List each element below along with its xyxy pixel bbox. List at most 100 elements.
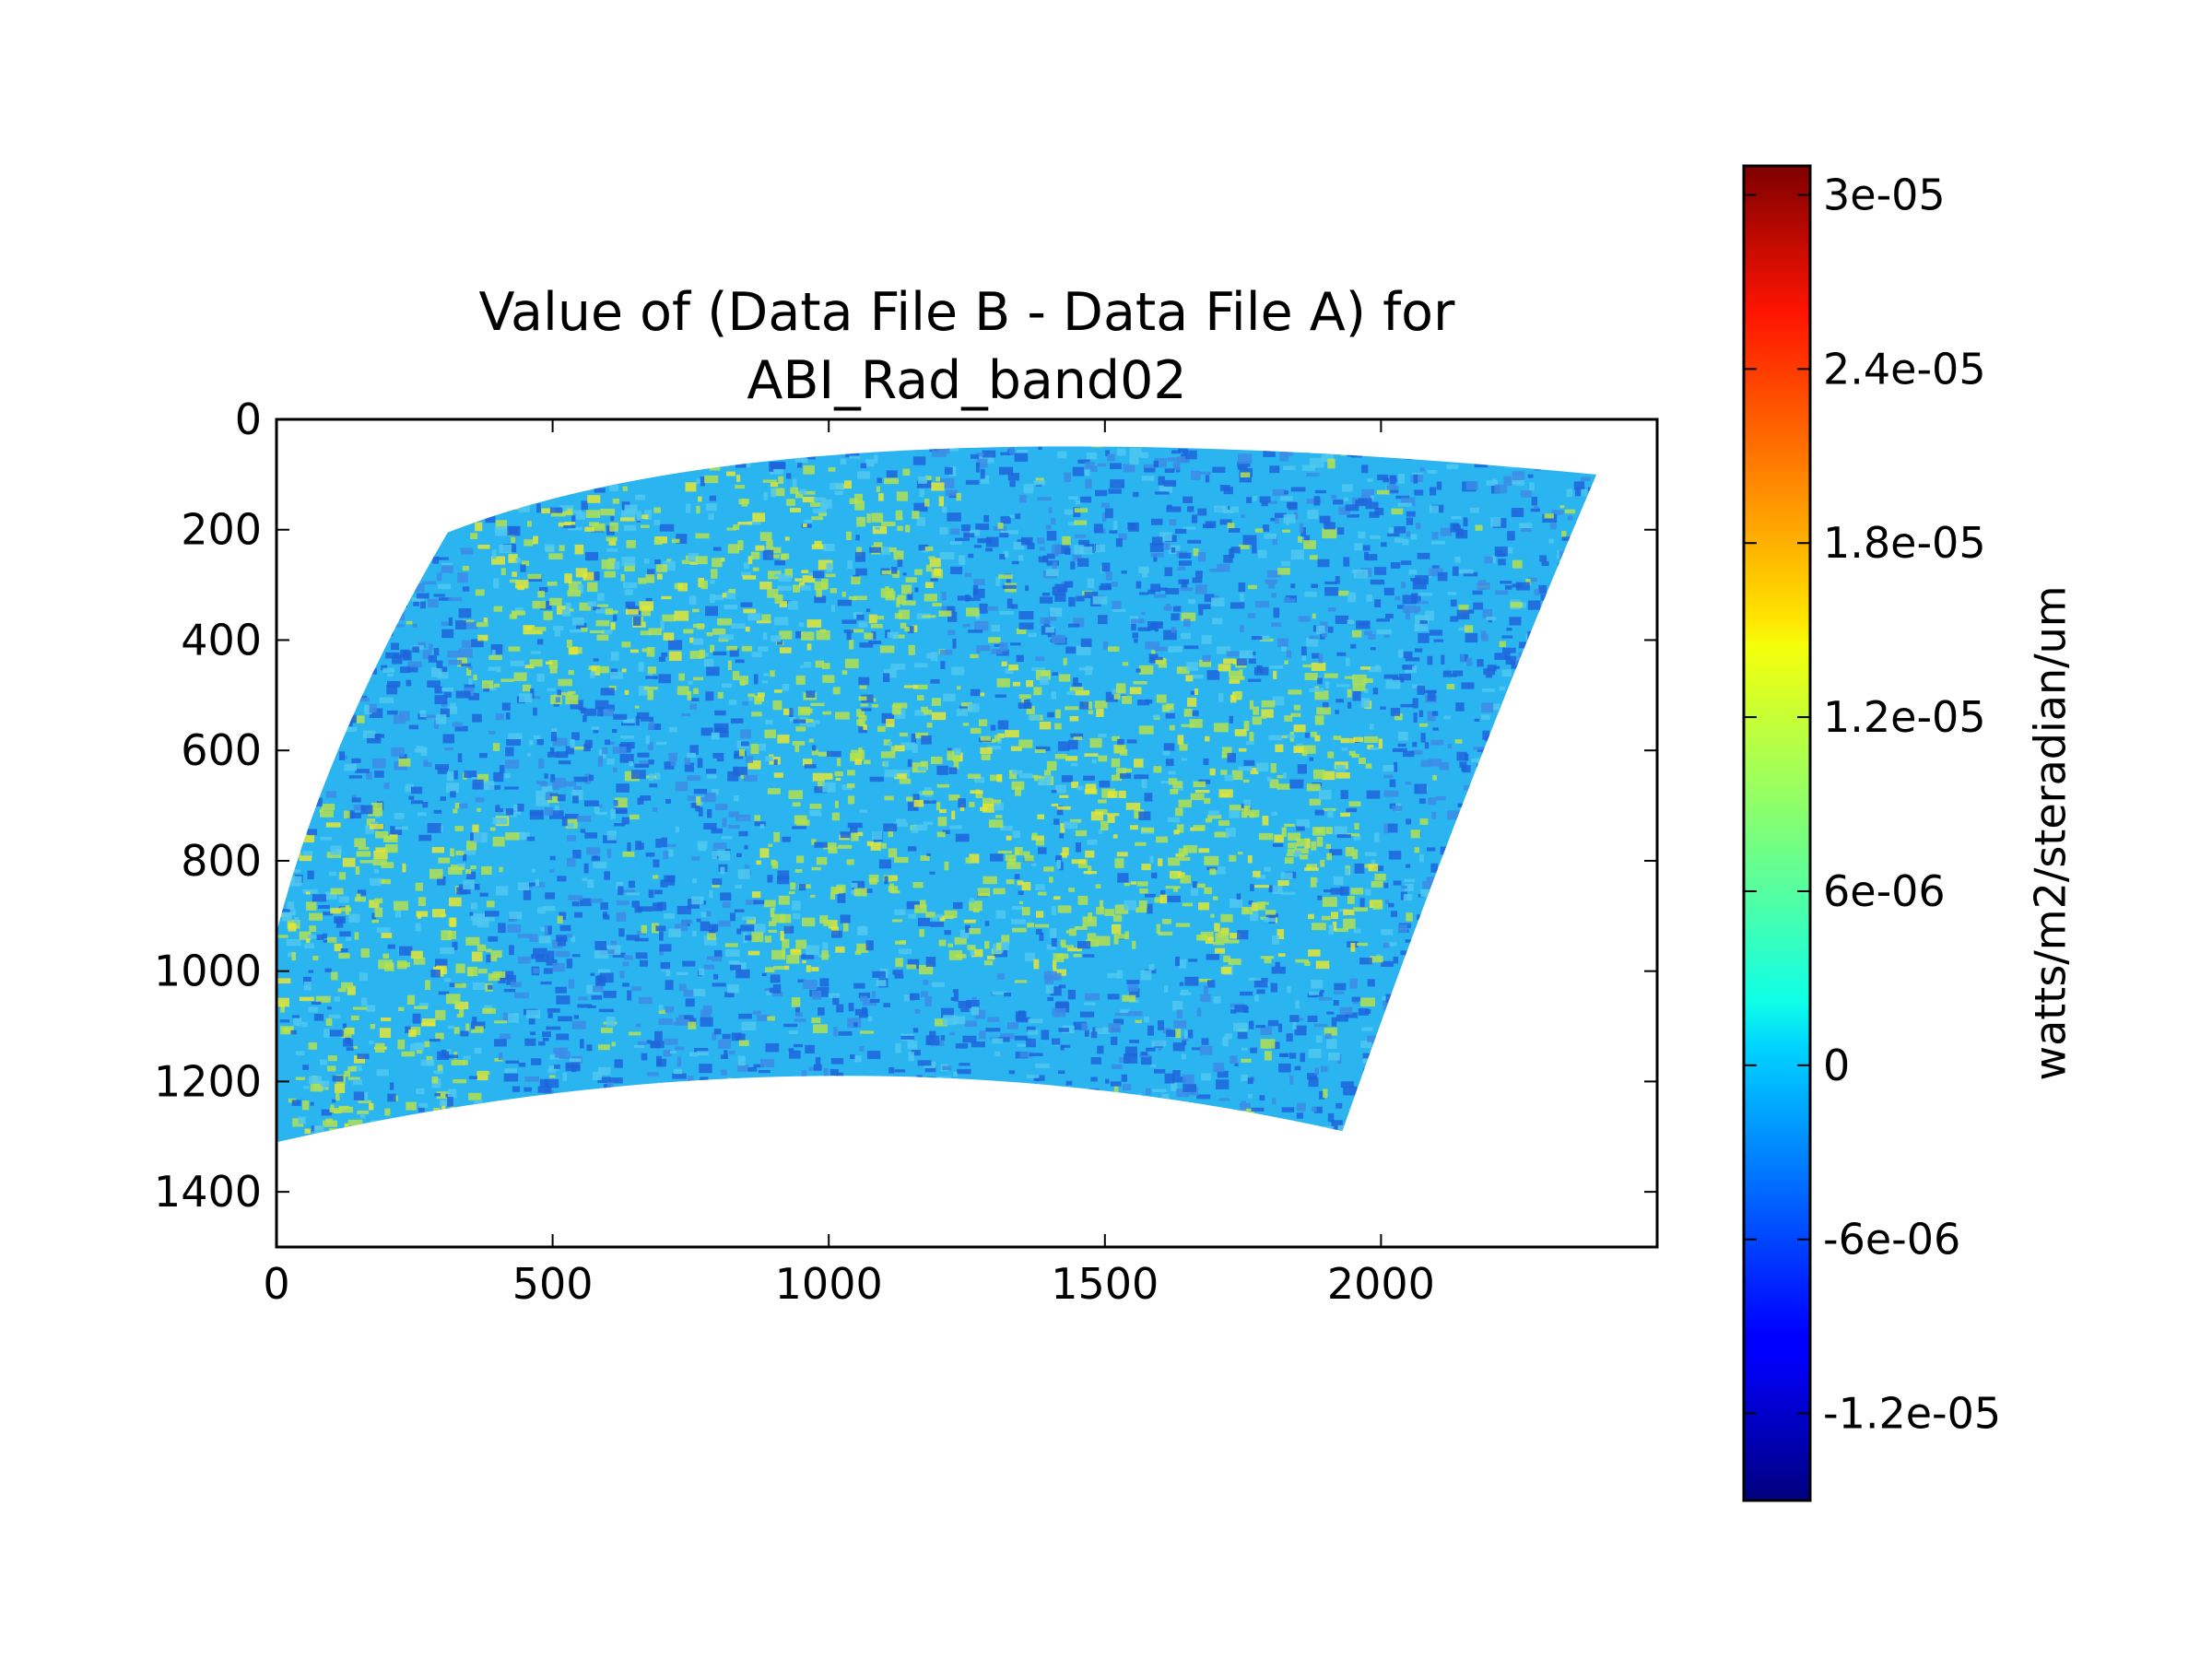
swath-pixel [622, 851, 635, 857]
swath-pixel [485, 917, 495, 922]
swath-pixel [1352, 674, 1367, 685]
swath-pixel [550, 773, 556, 783]
swath-pixel [1238, 582, 1246, 593]
swath-pixel [860, 463, 867, 469]
swath-pixel [884, 795, 894, 801]
swath-pixel [1317, 895, 1323, 900]
swath-pixel [1012, 927, 1027, 933]
swath-pixel [585, 510, 601, 518]
swath-pixel [880, 751, 896, 759]
swath-pixel [768, 843, 773, 847]
swath-pixel [618, 928, 625, 937]
swath-pixel [1270, 763, 1277, 773]
swath-pixel [1111, 758, 1121, 768]
swath-pixel [1402, 665, 1413, 670]
swath-pixel [661, 837, 667, 848]
swath-pixel [1301, 750, 1308, 757]
swath-pixel [1451, 674, 1457, 677]
swath-pixel [588, 774, 594, 782]
swath-pixel [596, 665, 609, 674]
swath-pixel [794, 578, 803, 582]
swath-pixel [997, 720, 1009, 730]
swath-pixel [985, 547, 994, 552]
swath-pixel [907, 1041, 918, 1050]
swath-pixel [454, 982, 466, 988]
swath-pixel [1093, 524, 1103, 534]
swath-pixel [344, 1123, 349, 1129]
swath-pixel [1059, 862, 1064, 871]
swath-pixel [471, 951, 483, 962]
swath-pixel [1363, 677, 1373, 683]
swath-pixel [737, 1055, 746, 1066]
swath-pixel [1343, 1086, 1358, 1096]
swath-pixel [1035, 1077, 1040, 1082]
swath-pixel [847, 560, 853, 570]
swath-pixel [559, 924, 571, 932]
swath-pixel [1053, 969, 1066, 976]
swath-pixel [1064, 509, 1074, 515]
swath-pixel [1362, 1053, 1371, 1059]
swath-pixel [1205, 475, 1210, 483]
swath-pixel [368, 1102, 374, 1111]
swath-pixel [1057, 905, 1072, 913]
swath-pixel [664, 1038, 678, 1045]
swath-pixel [337, 988, 347, 993]
swath-pixel [1475, 524, 1483, 531]
swath-pixel [794, 745, 800, 753]
swath-pixel [1143, 464, 1158, 469]
swath-pixel [1114, 1012, 1129, 1017]
swath-pixel [913, 799, 924, 807]
swath-pixel [926, 722, 933, 728]
swath-pixel [355, 769, 370, 773]
swath-pixel [335, 1091, 340, 1101]
swath-pixel [1530, 508, 1540, 512]
swath-pixel [1431, 711, 1439, 716]
swath-pixel [515, 580, 529, 589]
swath-pixel [1254, 994, 1259, 1002]
swath-pixel [1331, 912, 1338, 919]
swath-pixel [947, 512, 961, 522]
swath-pixel [931, 712, 947, 721]
swath-pixel [936, 783, 949, 788]
swath-pixel [720, 1054, 728, 1059]
swath-pixel [595, 608, 609, 614]
swath-pixel [1044, 775, 1052, 785]
swath-pixel [851, 629, 865, 633]
swath-pixel [747, 916, 756, 924]
swath-pixel [635, 715, 641, 726]
swath-pixel [607, 704, 615, 712]
swath-pixel [375, 1042, 385, 1053]
swath-pixel [668, 651, 682, 661]
swath-pixel [921, 735, 932, 745]
swath-pixel [1128, 988, 1140, 998]
swath-pixel [704, 475, 719, 484]
swath-pixel [1009, 480, 1016, 488]
swath-pixel [1159, 485, 1173, 493]
swath-pixel [667, 849, 674, 857]
swath-pixel [1165, 759, 1174, 767]
swath-pixel [1063, 657, 1067, 665]
swath-pixel [1512, 475, 1524, 486]
swath-pixel [542, 905, 556, 912]
swath-pixel [903, 685, 919, 688]
swath-pixel [697, 1051, 709, 1056]
swath-pixel [1031, 835, 1044, 841]
swath-pixel [436, 660, 443, 669]
swath-pixel [1427, 469, 1438, 474]
swath-pixel [988, 819, 1004, 829]
swath-pixel [555, 697, 560, 703]
swath-pixel [417, 593, 429, 599]
swath-pixel [533, 947, 547, 956]
swath-pixel [1095, 489, 1108, 497]
swath-pixel [1159, 532, 1172, 541]
swath-pixel [1006, 1022, 1018, 1030]
swath-pixel [1191, 886, 1199, 896]
swath-pixel [742, 916, 755, 921]
swath-pixel [1385, 899, 1390, 905]
swath-pixel [1250, 912, 1259, 922]
swath-pixel [730, 912, 735, 922]
swath-pixel [765, 967, 775, 972]
swath-pixel [859, 809, 867, 814]
swath-pixel [1074, 520, 1088, 525]
swath-pixel [1312, 688, 1324, 692]
